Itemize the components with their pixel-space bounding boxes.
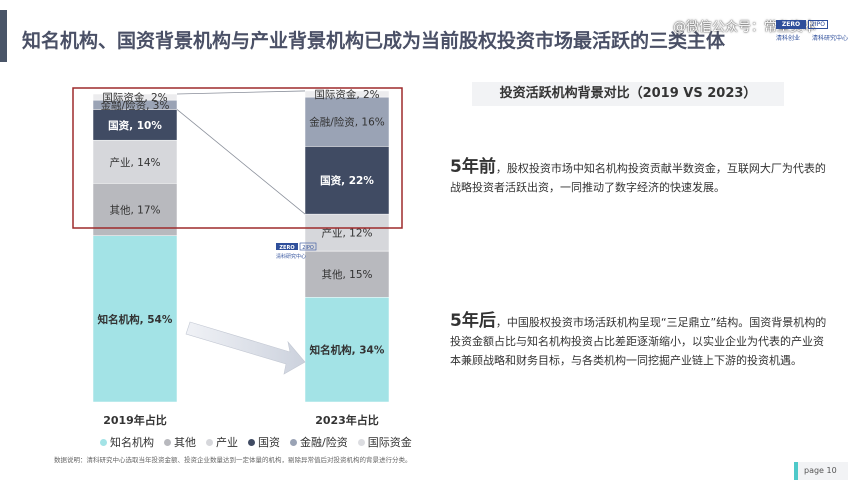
legend-item-4: 金融/险资	[290, 434, 348, 450]
category-labels: 2019年占比 2023年占比	[103, 413, 379, 427]
legend-swatch-2	[206, 438, 213, 446]
brand-logo: ZERO 2IPO 清科创业 清科研究中心	[776, 20, 850, 46]
logo-text-d: 清科研究中心	[812, 35, 849, 42]
category-label-0: 2019年占比	[103, 413, 167, 427]
paragraph-before: 5年前，股权投资市场中知名机构投资贡献半数资金，互联网大厂为代表的战略投资者活跃…	[450, 158, 830, 197]
paragraph-before-lead: 5年前	[450, 157, 496, 177]
data-label-1-1: 其他, 15%	[321, 268, 372, 281]
page-label: page	[804, 466, 824, 475]
data-label-0-3: 国资, 10%	[108, 119, 162, 132]
bar-1-3	[304, 146, 390, 215]
paragraph-after-lead: 5年后	[450, 311, 496, 331]
data-label-0-4: 金融/险资, 3%	[101, 99, 170, 112]
bar-1-2	[304, 213, 390, 252]
connector-line	[176, 109, 306, 215]
paragraph-before-text: ，股权投资市场中知名机构投资贡献半数资金，互联网大厂为代表的战略投资者活跃出资，…	[450, 162, 826, 194]
legend-label-5: 国际资金	[367, 436, 412, 449]
legend-item-5: 国际资金	[357, 434, 412, 450]
bar-1-4	[304, 96, 390, 147]
page-accent	[794, 462, 798, 480]
paragraph-after: 5年后，中国股权投资市场活跃机构呈现“三足鼎立”结构。国资背景机构的投资金额占比…	[450, 312, 830, 370]
legend-swatch-4	[290, 438, 297, 446]
bar-0-0	[92, 235, 178, 403]
bar-0-5	[92, 93, 178, 101]
legend-label-3: 国资	[258, 436, 280, 449]
data-label-0-5: 国际资金, 2%	[102, 91, 167, 104]
legend-label-0: 知名机构	[110, 436, 154, 449]
bar-0-3	[92, 109, 178, 141]
legend-label-4: 金融/险资	[300, 436, 348, 449]
bar-1-5	[304, 90, 390, 98]
data-label-0-2: 产业, 14%	[109, 156, 160, 169]
title-accent-bar	[0, 10, 7, 62]
bar-1-1	[304, 250, 390, 298]
legend-item-3: 国资	[248, 434, 280, 450]
chart-logo: ZERO 2IPO 清科研究中心	[276, 242, 317, 260]
page-number: 10	[826, 466, 837, 475]
bar-0-1	[92, 183, 178, 236]
page-title: 知名机构、国资背景机构与产业背景机构已成为当前股权投资市场最活跃的三类主体	[22, 30, 726, 52]
legend-label-2: 产业	[216, 436, 238, 449]
comparison-header: 投资活跃机构背景对比（2019 VS 2023）	[472, 82, 784, 106]
legend-label-1: 其他	[174, 436, 196, 449]
data-label-1-3: 国资, 22%	[320, 174, 374, 187]
legend-item-2: 产业	[206, 434, 238, 450]
highlight-frame	[72, 87, 403, 229]
paragraph-after-text: ，中国股权投资市场活跃机构呈现“三足鼎立”结构。国资背景机构的投资金额占比与知名…	[450, 316, 827, 367]
logo-text-b: 2IPO	[808, 20, 828, 29]
category-label-1: 2023年占比	[315, 413, 379, 427]
legend-swatch-0	[100, 438, 107, 446]
data-label-0-1: 其他, 17%	[109, 204, 160, 217]
data-label-1-0: 知名机构, 34%	[310, 344, 385, 357]
data-footnote: 数据说明：清科研究中心选取当年投资金额、投资企业数量达到一定体量的机构，剔除异常…	[54, 456, 412, 464]
data-label-1-4: 金融/险资, 16%	[309, 116, 385, 129]
legend-item-0: 知名机构	[100, 434, 154, 450]
data-label-1-2: 产业, 12%	[321, 227, 372, 240]
legend-swatch-3	[248, 438, 255, 446]
legend-swatch-5	[357, 438, 365, 446]
chart-logo-text-a: ZERO	[279, 245, 294, 251]
trend-arrow	[185, 321, 306, 375]
bar-1-0	[304, 297, 390, 403]
connector-line-top	[176, 90, 306, 95]
bar-0-2	[92, 139, 178, 184]
chart-logo-text-b: 2IPO	[302, 245, 314, 251]
chart-bars: 知名机构, 54%其他, 17%产业, 14%国资, 10%金融/险资, 3%国…	[92, 88, 390, 403]
page-indicator: page 10	[794, 462, 848, 480]
data-label-1-5: 国际资金, 2%	[314, 88, 379, 101]
data-label-0-0: 知名机构, 54%	[98, 313, 173, 326]
chart-legend: 知名机构 其他 产业 国资 金融/险资 国际资金	[100, 434, 419, 450]
logo-text-c: 清科创业	[776, 35, 801, 42]
legend-item-1: 其他	[164, 434, 196, 450]
legend-swatch-1	[164, 438, 171, 446]
chart-logo-text-c: 清科研究中心	[276, 253, 306, 260]
logo-text-a: ZERO	[776, 20, 806, 29]
